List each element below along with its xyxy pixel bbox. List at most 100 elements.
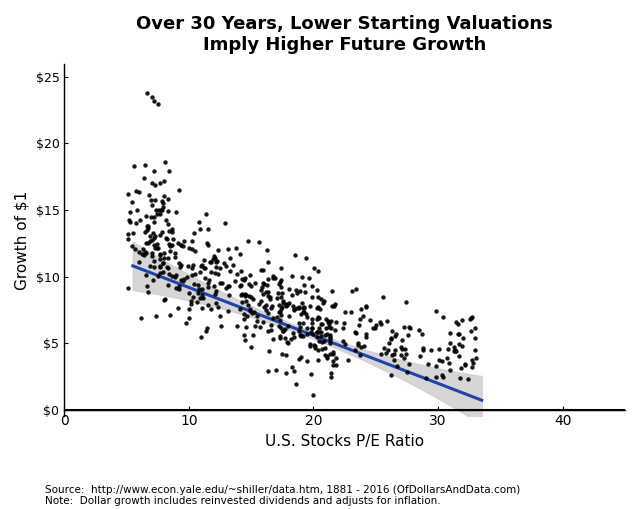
Point — [438, 314, 448, 322]
Point — [281, 351, 291, 359]
Point — [200, 264, 211, 272]
Point — [152, 272, 163, 280]
Point — [361, 302, 371, 310]
Point — [145, 237, 156, 245]
Point — [374, 318, 385, 326]
Point — [212, 245, 223, 253]
Point — [241, 297, 251, 305]
Point — [125, 208, 135, 216]
Point — [314, 328, 324, 336]
Point — [275, 333, 285, 342]
Point — [246, 293, 256, 301]
Point — [294, 327, 304, 335]
Point — [314, 314, 324, 322]
Point — [141, 281, 152, 290]
Point — [324, 350, 335, 358]
Point — [159, 192, 170, 200]
Point — [260, 301, 271, 309]
Point — [142, 227, 152, 235]
Point — [404, 323, 414, 331]
Point — [305, 340, 315, 348]
Point — [131, 187, 141, 195]
Point — [159, 253, 169, 262]
Point — [326, 373, 337, 381]
Point — [147, 93, 157, 101]
Point — [267, 302, 277, 310]
Point — [276, 264, 286, 272]
Point — [141, 89, 152, 97]
Point — [211, 258, 221, 266]
Point — [167, 225, 177, 233]
Point — [184, 314, 195, 322]
Point — [157, 199, 168, 207]
Point — [390, 331, 400, 340]
Point — [127, 242, 138, 250]
Point — [150, 181, 161, 189]
Point — [294, 304, 304, 312]
Point — [165, 247, 175, 255]
Point — [320, 344, 330, 352]
Point — [321, 315, 332, 323]
Point — [353, 338, 363, 347]
Point — [188, 293, 198, 301]
Point — [324, 334, 335, 342]
Point — [262, 309, 273, 317]
Point — [337, 337, 348, 345]
Point — [199, 264, 209, 272]
Point — [148, 166, 159, 175]
Point — [355, 315, 365, 323]
Point — [351, 329, 361, 337]
Point — [326, 369, 336, 377]
Point — [204, 276, 214, 284]
Point — [323, 317, 333, 325]
Point — [418, 346, 428, 354]
Point — [302, 324, 312, 332]
Point — [149, 257, 159, 265]
Point — [163, 207, 173, 215]
Point — [298, 319, 308, 327]
Point — [313, 267, 323, 275]
Point — [457, 342, 467, 350]
Point — [368, 324, 378, 332]
Point — [266, 304, 276, 312]
Point — [230, 277, 241, 285]
Point — [197, 304, 207, 313]
Point — [259, 280, 269, 288]
Point — [154, 251, 164, 259]
Point — [240, 292, 250, 300]
Point — [133, 258, 143, 266]
Point — [194, 218, 204, 227]
Point — [147, 252, 157, 260]
Point — [156, 179, 166, 187]
Point — [151, 312, 161, 320]
Point — [282, 301, 292, 309]
Point — [453, 320, 463, 328]
Point — [467, 363, 477, 371]
Point — [399, 345, 410, 353]
Point — [149, 263, 159, 271]
Point — [298, 303, 308, 312]
Point — [383, 339, 394, 347]
Point — [292, 304, 302, 313]
Point — [127, 198, 138, 206]
Point — [255, 266, 266, 274]
Point — [338, 324, 348, 332]
Point — [176, 261, 186, 269]
Point — [299, 307, 309, 316]
Point — [276, 324, 286, 332]
Point — [272, 294, 282, 302]
Point — [379, 344, 389, 352]
Point — [196, 333, 206, 341]
Point — [444, 366, 454, 374]
Point — [263, 274, 273, 282]
Point — [189, 229, 199, 237]
Point — [431, 373, 441, 381]
Point — [184, 244, 194, 252]
Point — [221, 262, 232, 270]
Point — [327, 302, 337, 310]
Point — [467, 356, 477, 364]
Point — [248, 308, 259, 317]
Point — [420, 374, 431, 382]
Point — [124, 218, 134, 227]
Point — [224, 281, 234, 290]
